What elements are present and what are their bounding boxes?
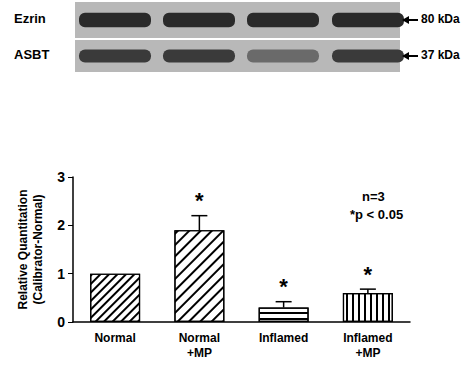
svg-text:0: 0 [57, 314, 65, 330]
svg-text:(Calibrator-Normal): (Calibrator-Normal) [31, 194, 45, 304]
svg-text:+MP: +MP [187, 346, 212, 360]
svg-text:37 kDa: 37 kDa [421, 48, 460, 62]
svg-text:+MP: +MP [355, 346, 380, 360]
svg-text:3: 3 [57, 169, 65, 185]
svg-text:*: * [195, 188, 204, 213]
svg-text:Ezrin: Ezrin [14, 11, 46, 26]
svg-text:*p < 0.05: *p < 0.05 [350, 207, 403, 222]
svg-text:2: 2 [57, 217, 65, 233]
svg-text:*: * [279, 274, 288, 299]
svg-text:Inflamed: Inflamed [343, 331, 392, 345]
svg-text:Inflamed: Inflamed [259, 331, 308, 345]
svg-text:ASBT: ASBT [14, 47, 49, 62]
svg-text:n=3: n=3 [362, 189, 385, 204]
svg-text:80 kDa: 80 kDa [421, 12, 460, 26]
svg-text:*: * [364, 262, 373, 287]
svg-text:Relative Quantitation: Relative Quantitation [16, 189, 30, 309]
svg-text:Normal: Normal [94, 331, 135, 345]
svg-text:Normal: Normal [179, 331, 220, 345]
svg-text:1: 1 [57, 266, 65, 282]
